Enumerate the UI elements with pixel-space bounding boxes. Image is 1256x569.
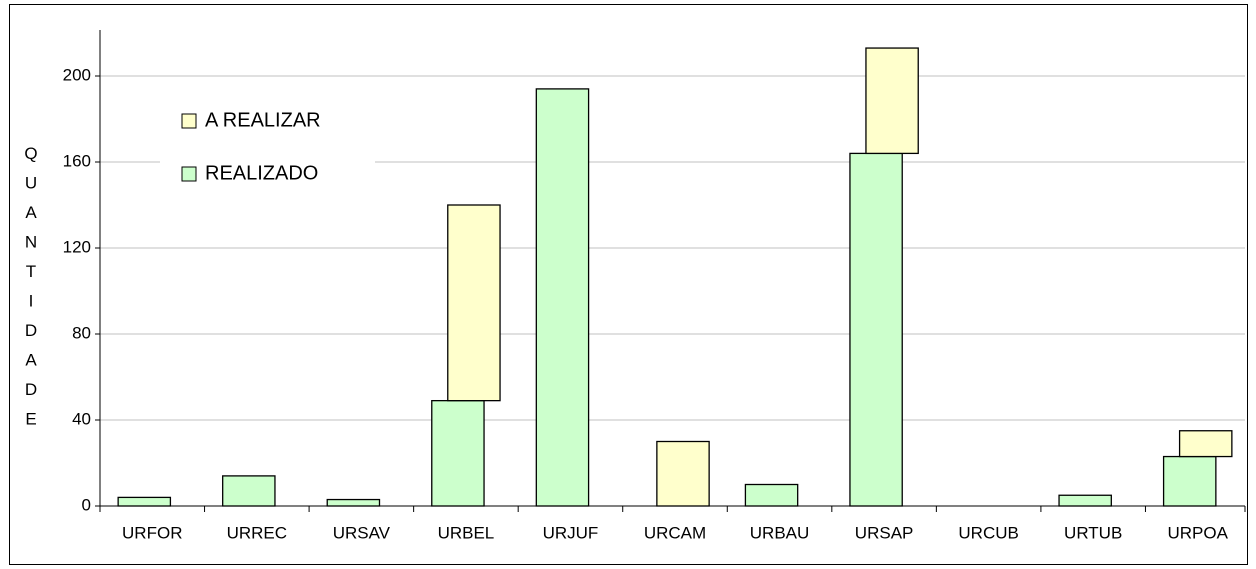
x-tick-label: URPOA (1167, 523, 1228, 542)
x-tick-label: URTUB (1064, 523, 1122, 542)
bar (865, 47, 919, 155)
x-tick-label: URCAM (644, 523, 706, 542)
bar (535, 88, 590, 507)
y-tick-label: 40 (72, 409, 91, 428)
legend-swatch (181, 113, 197, 129)
bar (849, 152, 903, 507)
bar (447, 204, 501, 402)
bar (1162, 455, 1217, 507)
x-tick-label: URFOR (122, 523, 182, 542)
bar (431, 399, 485, 507)
chart-border (9, 4, 1248, 565)
legend-swatch (181, 166, 197, 182)
x-tick-label: URJUF (543, 523, 599, 542)
legend-label: A REALIZAR (205, 109, 321, 131)
bar (1178, 430, 1233, 458)
x-tick-label: URSAP (855, 523, 914, 542)
y-tick-label: 80 (72, 323, 91, 342)
x-tick-label: URREC (227, 523, 287, 542)
x-tick-label: URBAU (750, 523, 810, 542)
y-tick-label: 0 (82, 495, 91, 514)
x-tick-label: URCUB (958, 523, 1018, 542)
bar (222, 475, 276, 507)
bar (117, 496, 172, 507)
bar (744, 483, 799, 507)
y-tick-label: 120 (63, 237, 91, 256)
x-tick-label: URSAV (333, 523, 391, 542)
legend-label: REALIZADO (205, 162, 318, 184)
bar (326, 498, 381, 507)
bar (1058, 494, 1112, 507)
y-tick-label: 200 (63, 65, 91, 84)
x-tick-label: URBEL (438, 523, 495, 542)
bar (656, 440, 710, 507)
y-tick-label: 160 (63, 151, 91, 170)
